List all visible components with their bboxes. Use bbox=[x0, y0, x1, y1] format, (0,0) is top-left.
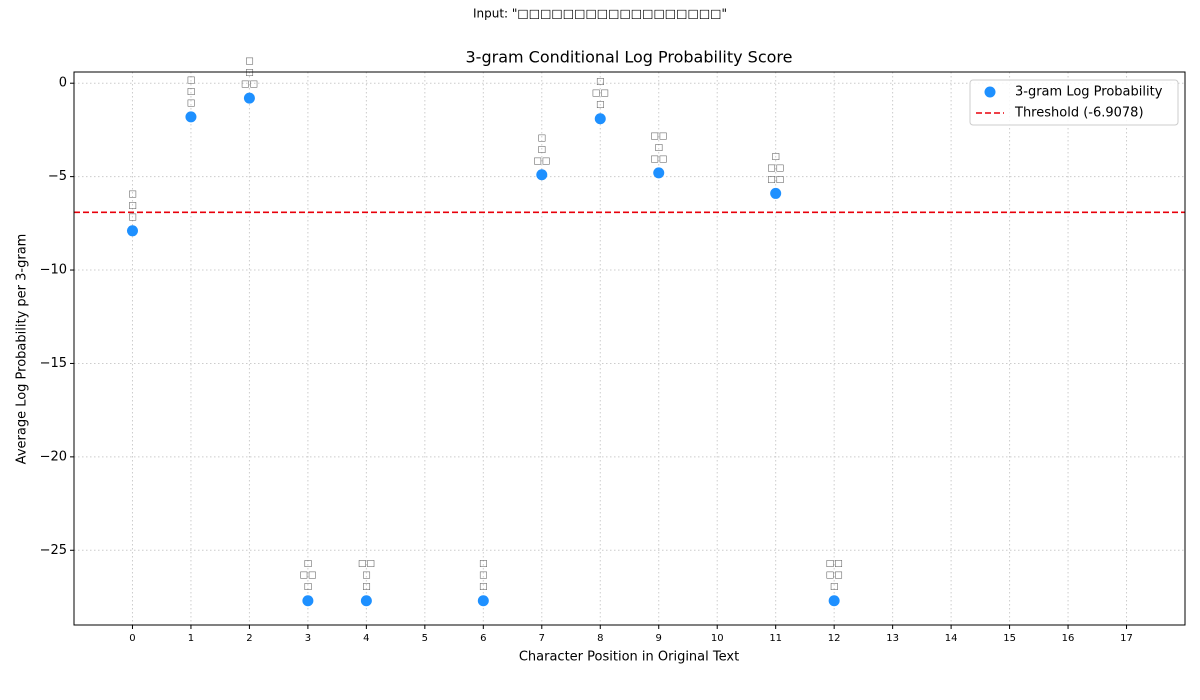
point-label: □ bbox=[479, 559, 488, 569]
point-label: □ bbox=[304, 559, 313, 569]
point-label: □ bbox=[479, 571, 488, 581]
point-label: □ bbox=[538, 145, 547, 155]
point-label: □□ bbox=[592, 89, 609, 99]
x-tick-label: 13 bbox=[886, 633, 899, 644]
point bbox=[536, 169, 548, 181]
x-tick-label: 12 bbox=[828, 633, 841, 644]
point bbox=[653, 167, 665, 179]
point-label: □ bbox=[304, 582, 313, 592]
x-tick-label: 7 bbox=[539, 633, 545, 644]
x-tick-label: 1 bbox=[188, 633, 194, 644]
point bbox=[185, 111, 197, 123]
point bbox=[828, 595, 840, 607]
x-tick-label: 14 bbox=[945, 633, 958, 644]
y-tick-label: −20 bbox=[40, 449, 67, 464]
point-label: □□ bbox=[241, 80, 258, 90]
point-label: □ bbox=[245, 57, 254, 67]
point-label: □□ bbox=[767, 163, 784, 173]
x-tick-label: 8 bbox=[597, 633, 603, 644]
x-tick-label: 9 bbox=[656, 633, 662, 644]
point-label: □□ bbox=[826, 571, 843, 581]
point-label: □ bbox=[245, 68, 254, 78]
x-tick-label: 0 bbox=[129, 633, 135, 644]
plot-frame bbox=[73, 71, 1186, 626]
point-label: □ bbox=[654, 143, 663, 153]
y-tick-label: −25 bbox=[40, 543, 67, 558]
point-label: □□ bbox=[533, 156, 550, 166]
y-axis-label: Average Log Probability per 3-gram bbox=[15, 234, 30, 465]
x-tick-label: 6 bbox=[480, 633, 486, 644]
point-label: □□ bbox=[767, 175, 784, 185]
x-tick-label: 17 bbox=[1120, 633, 1133, 644]
point bbox=[126, 225, 138, 237]
point-label: □ bbox=[128, 201, 137, 211]
point-label: □ bbox=[538, 133, 547, 143]
legend-marker bbox=[984, 86, 996, 98]
x-tick-label: 5 bbox=[422, 633, 428, 644]
point-label: □ bbox=[596, 100, 605, 110]
point-label: □ bbox=[128, 189, 137, 199]
point-label: □ bbox=[187, 98, 196, 108]
x-tick-label: 2 bbox=[246, 633, 252, 644]
x-tick-label: 4 bbox=[363, 633, 369, 644]
point-label: □ bbox=[187, 87, 196, 97]
x-tick-label: 10 bbox=[711, 633, 724, 644]
point-label: □ bbox=[362, 571, 371, 581]
point-label: □□ bbox=[826, 559, 843, 569]
point-label: □ bbox=[596, 77, 605, 87]
legend-label: Threshold (-6.9078) bbox=[1014, 106, 1144, 121]
point-label: □□ bbox=[650, 131, 667, 141]
point bbox=[243, 92, 255, 104]
point-label: □ bbox=[187, 75, 196, 85]
x-tick-label: 11 bbox=[769, 633, 782, 644]
x-axis-label: Character Position in Original Text bbox=[519, 650, 739, 665]
x-tick-label: 15 bbox=[1003, 633, 1016, 644]
x-tick-label: 3 bbox=[305, 633, 311, 644]
y-tick-label: −15 bbox=[40, 356, 67, 371]
point-label: □□ bbox=[650, 154, 667, 164]
point-label: □□ bbox=[299, 571, 316, 581]
point-label: □ bbox=[830, 582, 839, 592]
y-tick-label: −10 bbox=[40, 263, 67, 278]
point bbox=[302, 595, 314, 607]
legend-box bbox=[969, 79, 1179, 126]
chart-title: 3-gram Conditional Log Probability Score bbox=[466, 48, 793, 67]
point-label: □ bbox=[128, 212, 137, 222]
suptitle: Input: "□□□□□□□□□□□□□□□□□□" bbox=[473, 7, 727, 21]
point bbox=[360, 595, 372, 607]
point bbox=[770, 187, 782, 199]
legend-label: 3-gram Log Probability bbox=[1015, 85, 1163, 100]
point bbox=[594, 113, 606, 125]
point bbox=[477, 595, 489, 607]
y-tick-label: −5 bbox=[48, 169, 67, 184]
point-label: □ bbox=[771, 152, 780, 162]
y-tick-label: 0 bbox=[59, 76, 67, 91]
point-label: □ bbox=[362, 582, 371, 592]
point-label: □□ bbox=[358, 559, 375, 569]
point-label: □ bbox=[479, 582, 488, 592]
x-tick-label: 16 bbox=[1062, 633, 1075, 644]
